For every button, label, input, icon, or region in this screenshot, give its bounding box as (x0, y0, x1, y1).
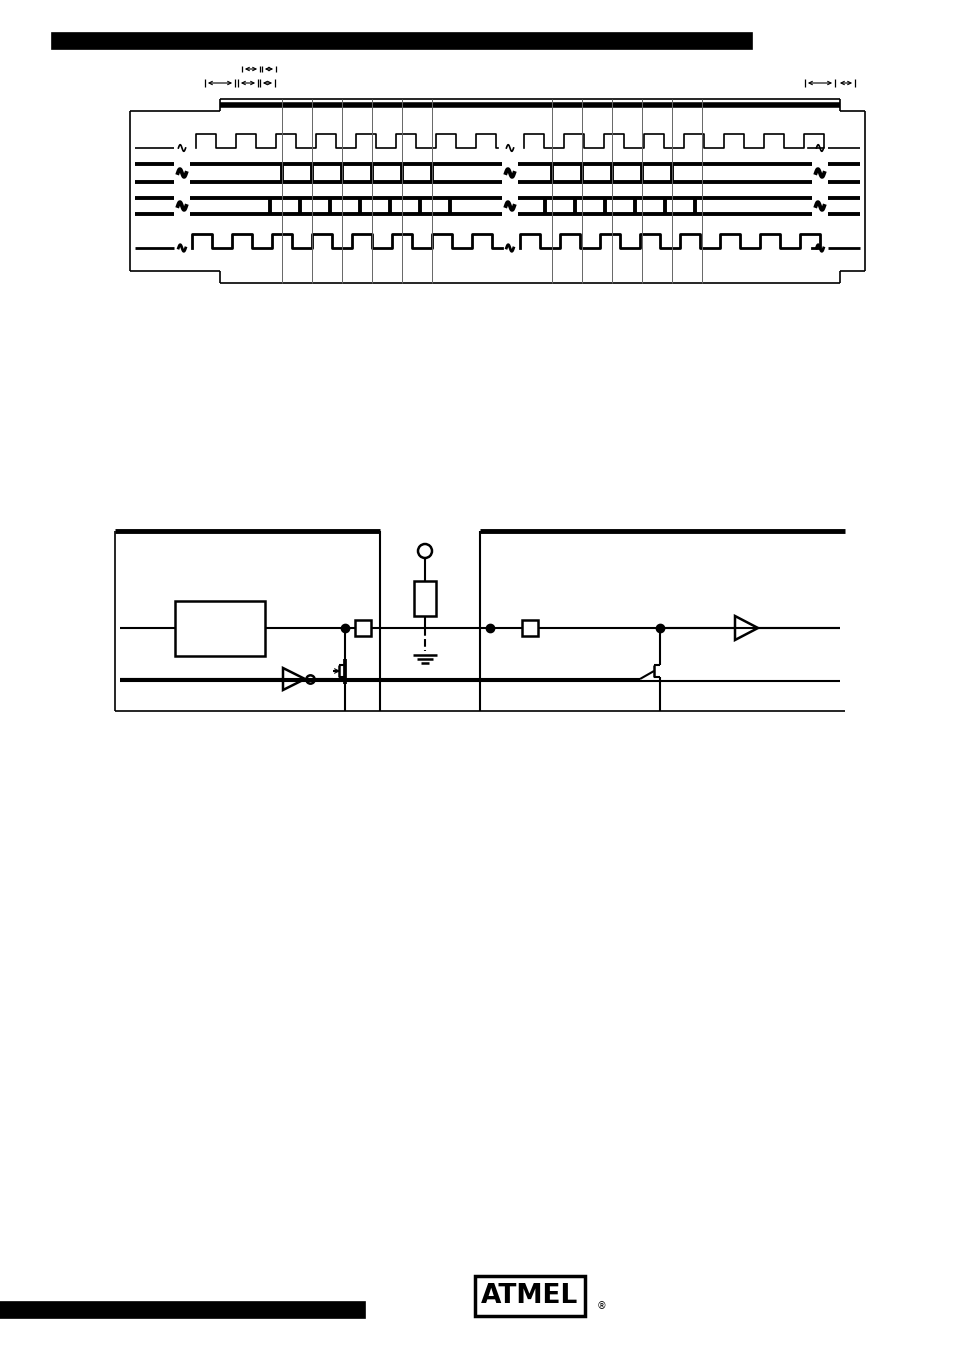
Bar (414, 581, 436, 616)
Bar (174, 601, 265, 657)
Bar (355, 620, 371, 636)
Bar (0, 1302, 365, 1319)
Text: ®: ® (597, 1301, 606, 1310)
Circle shape (417, 544, 432, 558)
Text: ATMEL: ATMEL (481, 1283, 578, 1309)
Bar (521, 620, 537, 636)
Bar (52, 32, 751, 49)
